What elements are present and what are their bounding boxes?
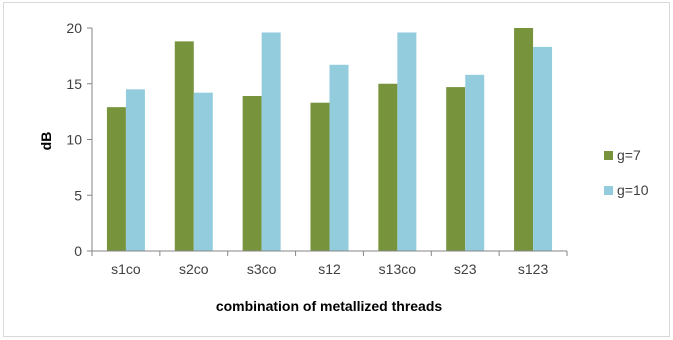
y-tick-label: 5 — [74, 187, 82, 203]
x-tick-label-s23: s23 — [454, 261, 477, 277]
x-tick-label-s12: s12 — [318, 261, 341, 277]
bar-g10-s1co — [125, 89, 145, 251]
legend-swatch-g10 — [604, 186, 613, 195]
x-ticks-group: s1co s2co s3co s12 s13co s23 s123 — [91, 251, 568, 277]
bar-g10-s12 — [329, 64, 349, 251]
bar-g7-s123 — [514, 28, 534, 251]
bar-g7-s13co — [378, 83, 398, 251]
bar-g10-s23 — [465, 74, 485, 251]
bars-group — [106, 28, 553, 252]
bar-g7-s2co — [174, 41, 194, 251]
bar-g10-s2co — [193, 92, 213, 251]
x-tick-label-s1co: s1co — [111, 261, 141, 277]
bar-g10-s123 — [533, 46, 553, 251]
y-tick-label: 0 — [74, 243, 82, 259]
legend: g=7 g=10 — [604, 147, 649, 198]
bar-g7-s3co — [242, 96, 262, 251]
x-axis-title: combination of metallized threads — [216, 298, 443, 314]
y-tick-label: 15 — [66, 76, 82, 92]
legend-label-g10: g=10 — [617, 182, 649, 198]
chart-frame — [3, 2, 670, 337]
bar-g7-s1co — [106, 107, 126, 251]
x-tick-label-s123: s123 — [518, 261, 549, 277]
bar-g10-s13co — [397, 32, 417, 252]
bar-g7-s23 — [446, 87, 466, 251]
y-tick-label: 10 — [66, 132, 82, 148]
bar-g10-s3co — [261, 32, 281, 252]
y-axis-title: dB — [38, 132, 54, 151]
x-tick-label-s3co: s3co — [247, 261, 277, 277]
x-tick-label-s2co: s2co — [179, 261, 209, 277]
legend-swatch-g7 — [604, 151, 613, 160]
y-tick-label: 20 — [66, 20, 82, 36]
x-tick-label-s13co: s13co — [379, 261, 417, 277]
bar-g7-s12 — [310, 102, 330, 251]
y-ticks-group: 0 5 10 15 20 — [66, 20, 92, 259]
legend-label-g7: g=7 — [617, 147, 641, 163]
